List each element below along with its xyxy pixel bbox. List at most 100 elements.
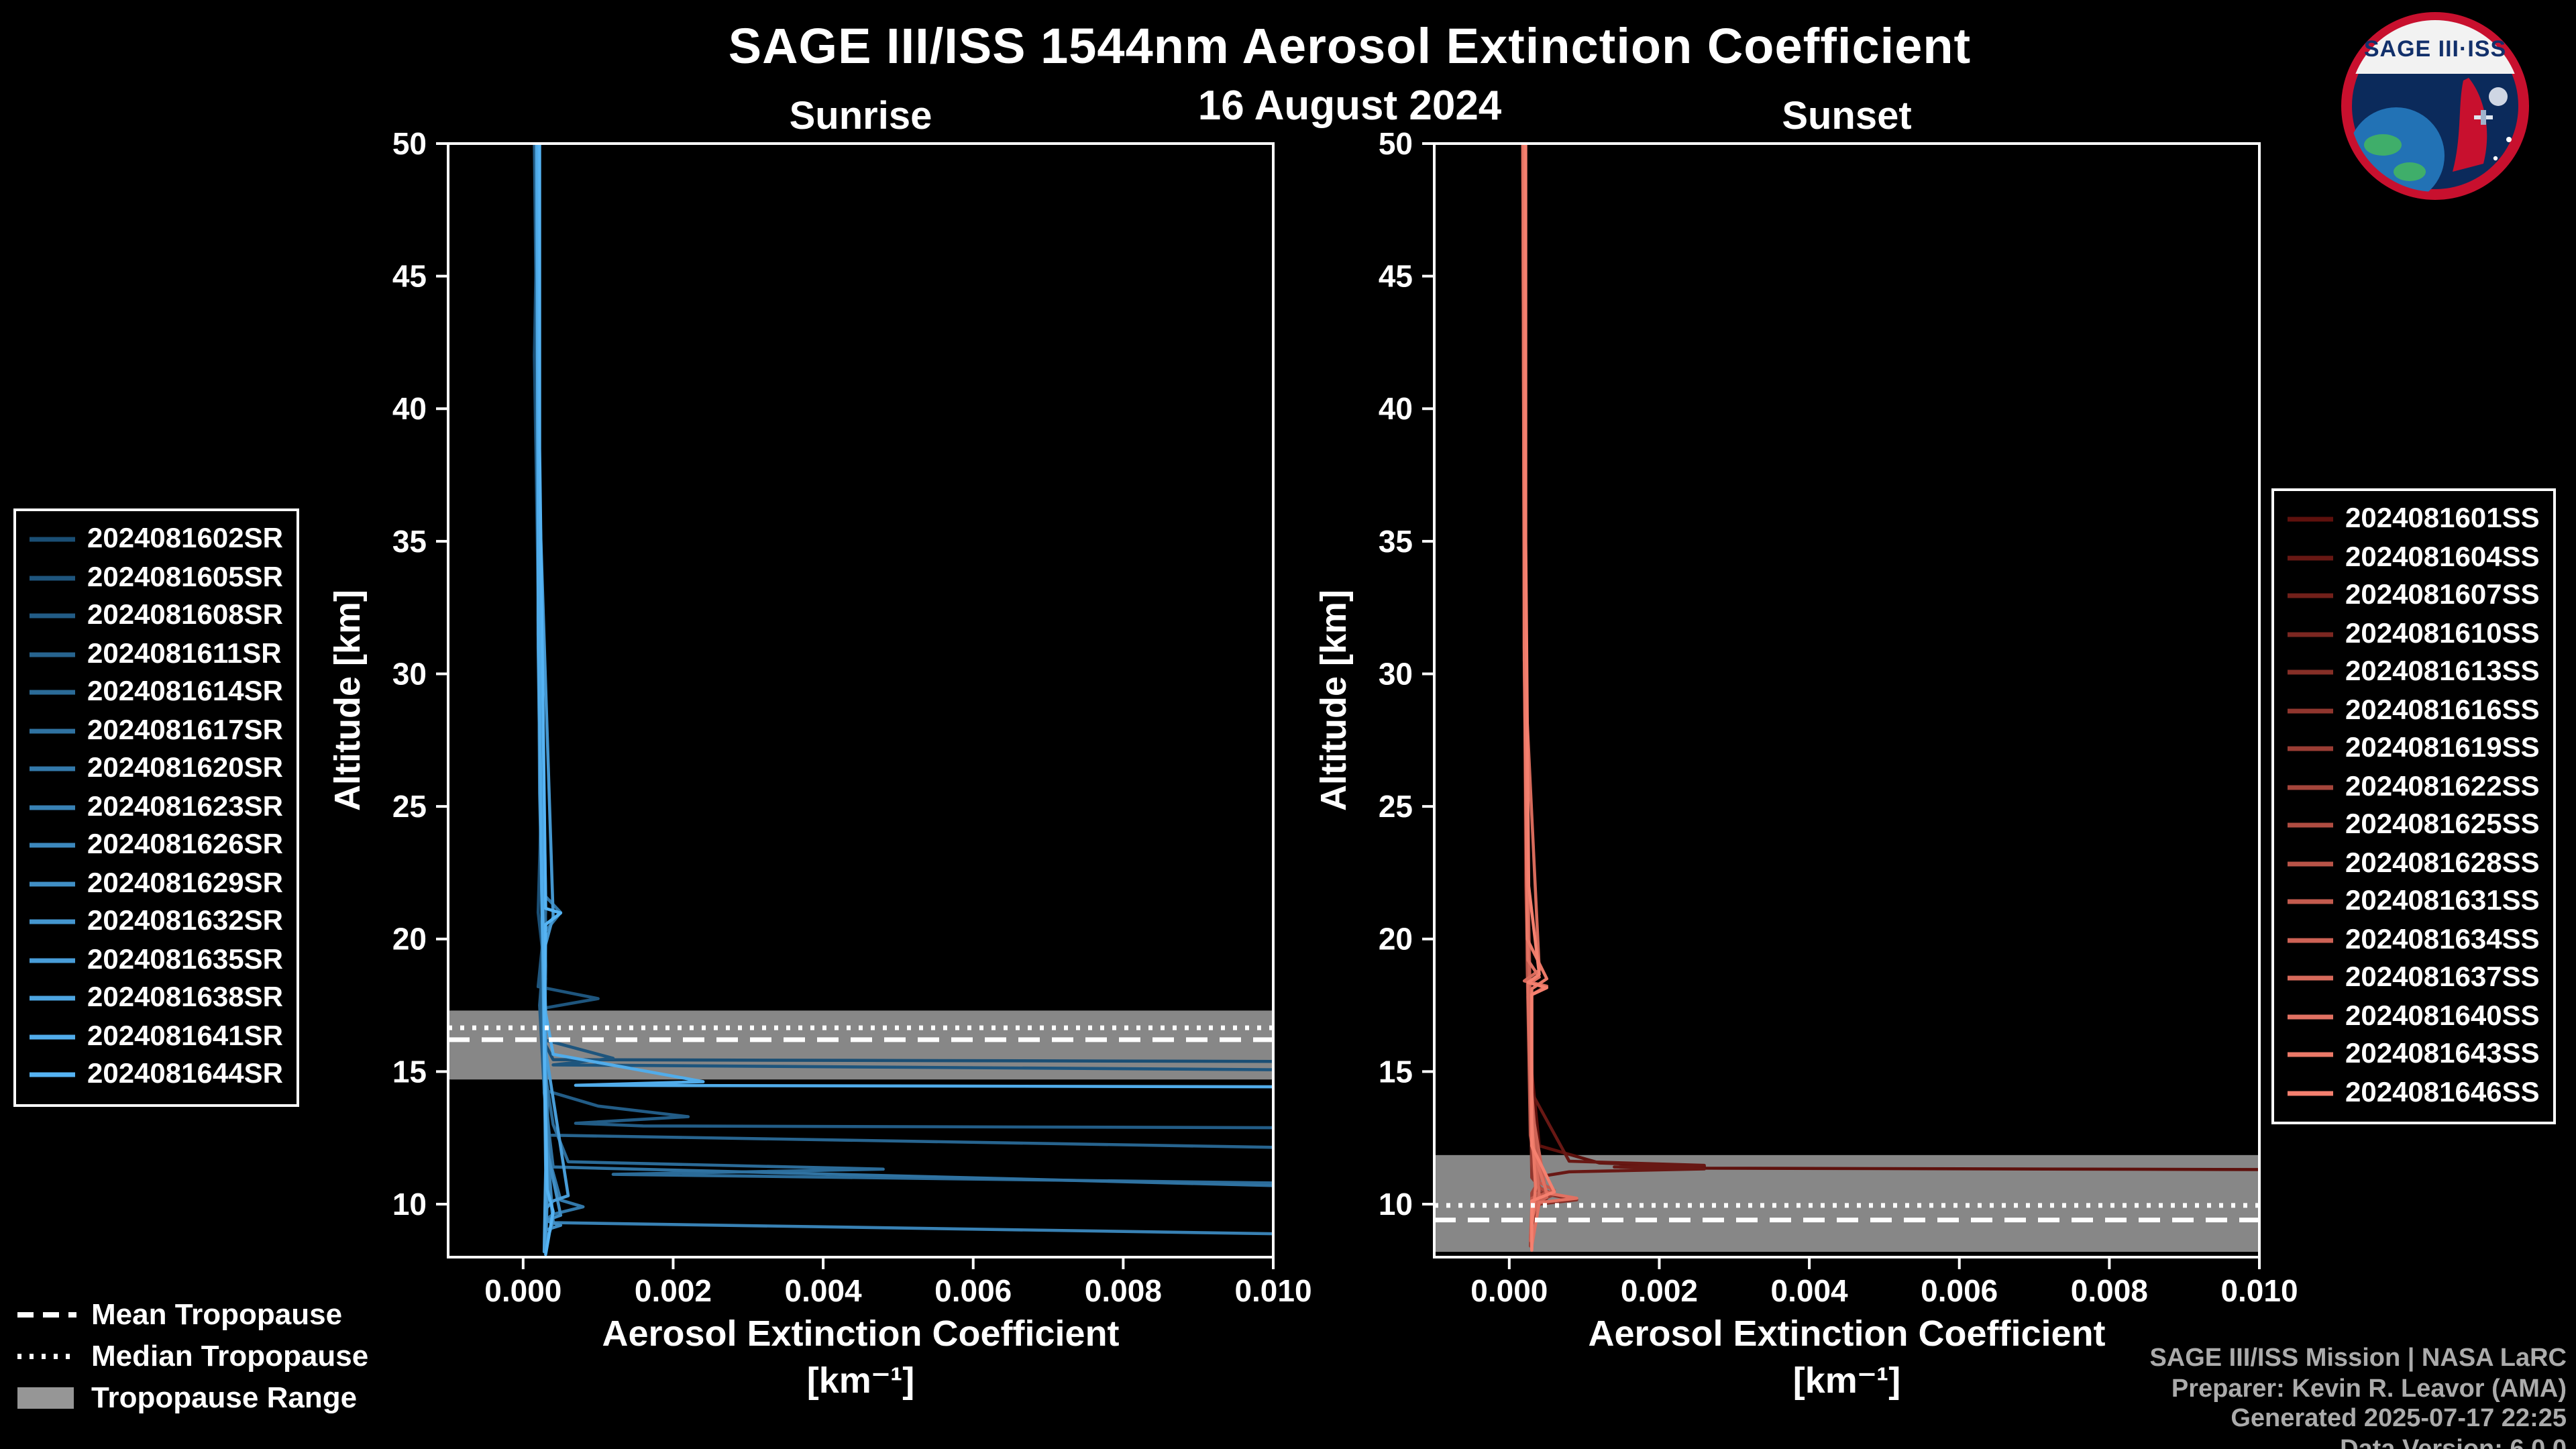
legend-item: 2024081640SS: [2288, 998, 2540, 1036]
x-tick-label: 0.010: [1234, 1273, 1311, 1308]
series-line: [1522, 144, 1706, 1177]
legend-label: 2024081644SR: [87, 1059, 283, 1090]
x-tick-label: 0.002: [635, 1273, 712, 1308]
legend-line-swatch: [30, 614, 75, 619]
legend-item: 2024081620SR: [30, 750, 283, 788]
legend-item: 2024081614SR: [30, 674, 283, 712]
logo-star: [2493, 156, 2498, 161]
y-tick-label: 35: [1379, 524, 1413, 559]
legend-label: 2024081611SR: [87, 638, 282, 669]
x-axis-label: Aerosol Extinction Coefficient: [1588, 1313, 2105, 1354]
legend-line-swatch: [30, 652, 75, 657]
x-tick-label: 0.000: [1470, 1273, 1548, 1308]
y-tick-label: 50: [392, 126, 427, 161]
legend-label: 2024081619SS: [2345, 733, 2540, 764]
y-tick-label: 40: [1379, 391, 1413, 426]
y-tick-label: 20: [392, 922, 427, 957]
legend-item: 2024081611SR: [30, 635, 283, 674]
tropopause-legend: Mean Tropopause Median Tropopause Tropopau…: [16, 1293, 368, 1418]
legend-line-swatch: [2288, 632, 2333, 637]
series-line: [1522, 144, 2259, 1171]
legend-item: 2024081604SS: [2288, 539, 2540, 577]
legend-line-swatch: [30, 843, 75, 848]
legend-label: 2024081646SS: [2345, 1077, 2540, 1108]
y-tick-label: 40: [392, 391, 427, 426]
subplot-title: Sunrise: [790, 94, 932, 138]
legend-line-swatch: [30, 805, 75, 810]
tropopause-legend-item: Median Tropopause: [16, 1335, 368, 1377]
tropopause-legend-label: Mean Tropopause: [91, 1297, 343, 1330]
legend-label: 2024081604SS: [2345, 541, 2540, 573]
legend-label: 2024081635SR: [87, 944, 283, 975]
x-tick-label: 0.004: [785, 1273, 863, 1308]
legend-line-swatch: [30, 767, 75, 771]
legend-line-swatch: [30, 920, 75, 924]
legend-item: 2024081643SS: [2288, 1036, 2540, 1074]
dotted-swatch: [17, 1353, 76, 1358]
page-date: 16 August 2024: [1197, 82, 1502, 129]
legend-item: 2024081644SR: [30, 1056, 283, 1094]
legend-label: 2024081643SS: [2345, 1038, 2540, 1070]
legend-item: 2024081613SS: [2288, 653, 2540, 692]
legend-label: 2024081602SR: [87, 523, 283, 555]
legend-item: 2024081634SS: [2288, 921, 2540, 959]
subplot-title: Sunset: [1782, 94, 1911, 138]
legend-line-swatch: [2288, 823, 2333, 828]
series-line: [535, 144, 1273, 1149]
legend-label: 2024081601SS: [2345, 503, 2540, 535]
chart-sunset: 0.000 0.002 0.004 0.006 0.008 0.010 10 15 20 25 30…: [1313, 94, 2298, 1401]
y-tick-label: 20: [1379, 922, 1413, 957]
legend-item: 2024081608SR: [30, 597, 283, 635]
tropopause-legend-label: Tropopause Range: [91, 1380, 358, 1413]
x-tick-label: 0.008: [1085, 1273, 1162, 1308]
credits-line: Data Version: 6.0.0: [2340, 1435, 2567, 1449]
logo-earth-land: [2394, 162, 2426, 181]
legend-label: 2024081623SR: [87, 791, 283, 822]
legend-line-swatch: [2288, 708, 2333, 713]
legend-line-swatch: [30, 690, 75, 695]
legend-label: 2024081631SS: [2345, 885, 2540, 917]
legend-line-swatch: [2288, 900, 2333, 904]
legend-label: 2024081625SS: [2345, 809, 2540, 841]
legend-line-swatch: [30, 996, 75, 1001]
y-axis-label: Altitude [km]: [327, 590, 368, 811]
y-tick-label: 45: [1379, 259, 1413, 294]
x-tick-label: 0.010: [2220, 1273, 2298, 1308]
legend-label: 2024081613SS: [2345, 656, 2540, 688]
legend-item: 2024081637SS: [2288, 959, 2540, 998]
legend-line-swatch: [2288, 517, 2333, 522]
legend-label: 2024081641SR: [87, 1020, 283, 1052]
legend-line-swatch: [2288, 1014, 2333, 1019]
legend-item: 2024081626SR: [30, 826, 283, 865]
legend-label: 2024081640SS: [2345, 1000, 2540, 1032]
series-line: [536, 144, 1273, 1089]
legend-label: 2024081626SR: [87, 829, 283, 861]
legend-item: 2024081619SS: [2288, 730, 2540, 768]
legend-line-swatch: [2288, 861, 2333, 866]
legend-label: 2024081614SR: [87, 676, 283, 708]
logo-earth-land: [2364, 134, 2402, 156]
x-tick-label: 0.006: [934, 1273, 1012, 1308]
series-line: [1524, 144, 1556, 1252]
x-tick-label: 0.002: [1621, 1273, 1698, 1308]
x-tick-label: 0.006: [1921, 1273, 1998, 1308]
legend-label: 2024081634SS: [2345, 924, 2540, 955]
legend-item: 2024081617SR: [30, 712, 283, 750]
x-tick-label: 0.000: [484, 1273, 561, 1308]
legend-line-swatch: [30, 1073, 75, 1077]
patch-swatch: [17, 1387, 74, 1408]
legend-label: 2024081632SR: [87, 906, 283, 937]
y-tick-label: 15: [392, 1054, 427, 1089]
logo-figure: [2453, 78, 2487, 172]
legend-line-swatch: [30, 958, 75, 963]
legend-line-swatch: [30, 537, 75, 542]
x-tick-label: 0.008: [2071, 1273, 2148, 1308]
y-tick-label: 50: [1379, 126, 1413, 161]
legend-item: 2024081625SS: [2288, 806, 2540, 845]
legend-line-swatch: [2288, 594, 2333, 598]
logo-star: [2506, 137, 2512, 142]
legend-line-swatch: [30, 729, 75, 733]
tropopause-legend-item: Mean Tropopause: [16, 1293, 368, 1335]
legend-item: 2024081628SS: [2288, 845, 2540, 883]
